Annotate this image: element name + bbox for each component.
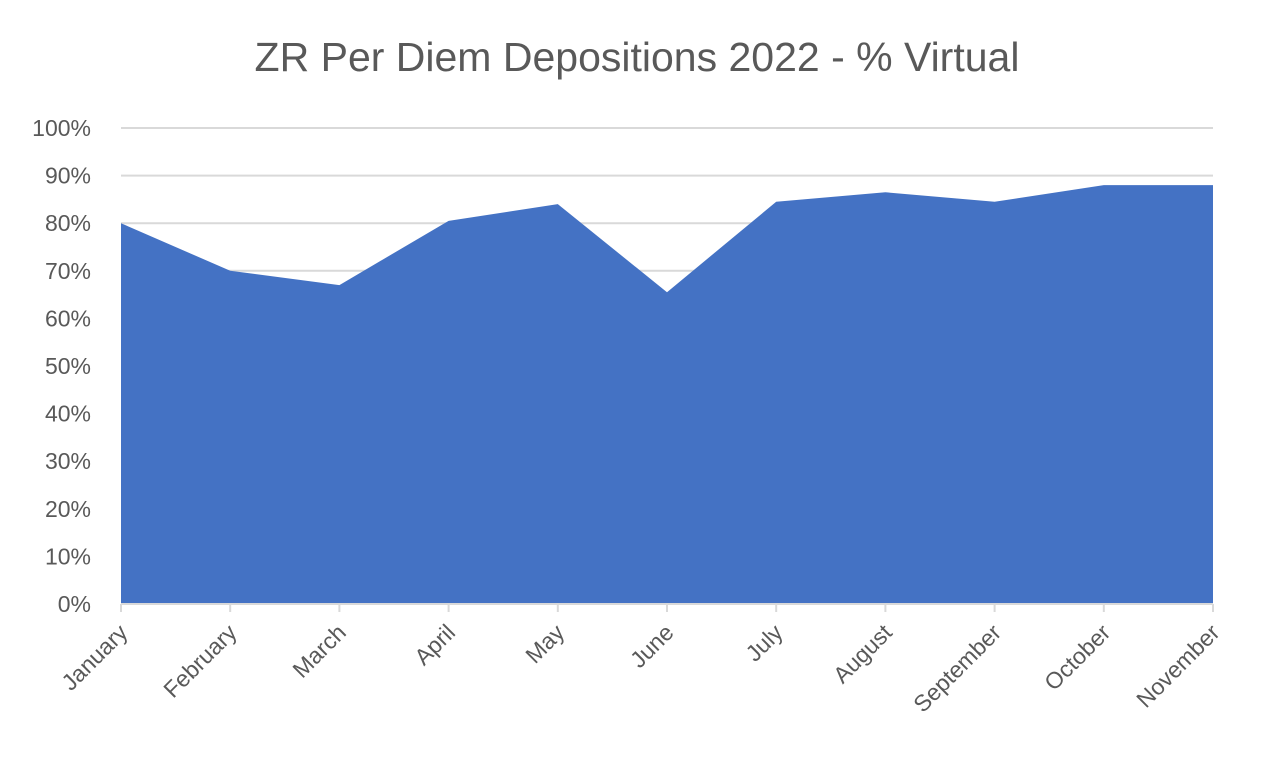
- chart-title: ZR Per Diem Depositions 2022 - % Virtual: [255, 34, 1020, 80]
- y-tick-label: 10%: [45, 543, 91, 569]
- x-tick-label: April: [409, 619, 460, 670]
- y-tick-label: 50%: [45, 353, 91, 379]
- x-axis: [120, 603, 1214, 612]
- y-tick-label: 30%: [45, 448, 91, 474]
- x-tick-label: March: [287, 619, 351, 683]
- y-tick-label: 0%: [58, 591, 91, 617]
- x-axis-labels: January February March April May June July Augu…: [56, 619, 1224, 717]
- area-series: [121, 185, 1213, 604]
- plot-area: [121, 185, 1213, 604]
- x-tick-label: November: [1131, 619, 1225, 713]
- x-tick-label: July: [740, 619, 788, 667]
- y-axis: 0% 10% 20% 30% 40% 50% 60% 70% 80% 90% 100%: [32, 115, 91, 617]
- y-tick-label: 70%: [45, 258, 91, 284]
- x-tick-label: June: [625, 619, 679, 673]
- y-tick-label: 100%: [32, 115, 91, 141]
- y-tick-label: 80%: [45, 210, 91, 236]
- y-tick-label: 90%: [45, 163, 91, 189]
- x-tick-label: October: [1039, 619, 1115, 695]
- y-tick-label: 60%: [45, 305, 91, 331]
- y-tick-label: 40%: [45, 401, 91, 427]
- x-tick-label: May: [520, 619, 569, 668]
- x-tick-label: September: [908, 619, 1006, 717]
- x-tick-label: February: [158, 619, 242, 703]
- y-tick-label: 20%: [45, 496, 91, 522]
- x-tick-label: January: [56, 619, 133, 696]
- x-tick-label: August: [828, 619, 897, 688]
